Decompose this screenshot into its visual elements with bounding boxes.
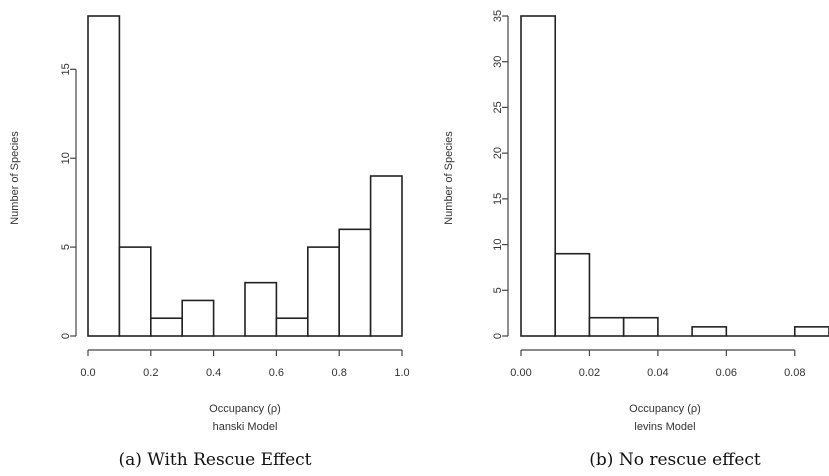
x-tick-label: 0.04 bbox=[647, 367, 668, 379]
histogram-bar bbox=[306, 246, 340, 337]
histogram-bar bbox=[244, 281, 278, 337]
y-tick-label: 15 bbox=[60, 63, 72, 75]
x-axis-label: Occupancy (ρ) bbox=[629, 403, 701, 415]
histogram-bar bbox=[275, 317, 309, 337]
figure-caption: (b) No rescue effect bbox=[589, 450, 761, 470]
histogram-bar bbox=[554, 252, 591, 337]
histogram-panel-b: 0 5 10 15 20 25 30 35 0.00 0.02 0.04 0.06 0.08 Number… bbox=[443, 10, 829, 470]
x-tick-label: 0.2 bbox=[143, 367, 158, 379]
y-tick-label: 0 bbox=[60, 333, 72, 339]
figure-caption: (a) With Rescue Effect bbox=[118, 450, 311, 470]
y-axis-label: Number of Species bbox=[443, 131, 455, 225]
y-tick-label: 0 bbox=[492, 333, 504, 339]
x-tick-label: 0.6 bbox=[269, 367, 284, 379]
x-tick-label: 0.8 bbox=[332, 367, 347, 379]
x-tick-label: 0.08 bbox=[784, 367, 805, 379]
histogram-bar bbox=[181, 299, 215, 337]
y-tick-label: 20 bbox=[492, 147, 504, 159]
x-tick-label: 0.06 bbox=[716, 367, 737, 379]
y-tick-label: 10 bbox=[492, 238, 504, 250]
y-tick-label: 15 bbox=[492, 193, 504, 205]
histogram-bar bbox=[588, 316, 625, 337]
histogram-bar bbox=[150, 317, 184, 337]
y-axis-label: Number of Species bbox=[9, 131, 21, 225]
histogram-bar bbox=[118, 246, 152, 337]
x-tick-label: 0.0 bbox=[80, 367, 95, 379]
x-tick-label: 0.4 bbox=[206, 367, 221, 379]
y-tick-label: 30 bbox=[492, 56, 504, 68]
histogram-bar bbox=[369, 175, 403, 337]
x-tick-label: 0.00 bbox=[510, 367, 531, 379]
histogram-panel-a: 0 5 10 15 0.0 0.2 0.4 0.6 0.8 1.0 Number of Specie… bbox=[9, 15, 410, 470]
y-tick-label: 25 bbox=[492, 101, 504, 113]
histogram-bar bbox=[87, 15, 121, 337]
histogram-bar bbox=[691, 326, 728, 337]
y-tick-label: 5 bbox=[60, 244, 72, 250]
x-tick-label: 0.02 bbox=[579, 367, 600, 379]
x-axis-label: Occupancy (ρ) bbox=[209, 403, 281, 415]
histogram-bar bbox=[622, 316, 659, 337]
model-label: hanski Model bbox=[213, 421, 278, 433]
y-tick-label: 5 bbox=[492, 287, 504, 293]
model-label: levins Model bbox=[634, 421, 695, 433]
x-tick-label: 1.0 bbox=[394, 367, 409, 379]
histogram-bar bbox=[520, 15, 557, 337]
histogram-bar bbox=[338, 228, 372, 337]
y-tick-label: 35 bbox=[492, 10, 504, 22]
histogram-bar bbox=[793, 326, 829, 337]
y-tick-label: 10 bbox=[60, 152, 72, 164]
